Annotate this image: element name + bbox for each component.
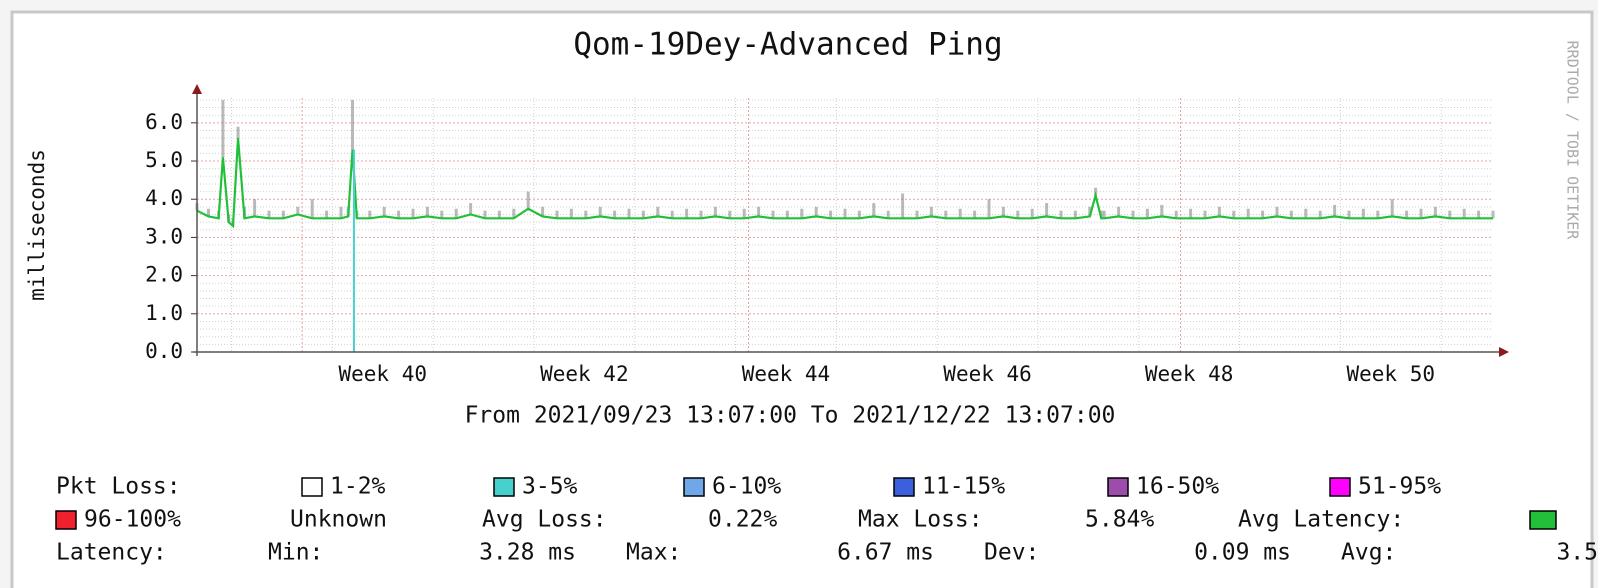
legend-label: Max: <box>626 540 681 566</box>
watermark: RRDTOOL / TOBI OETIKER <box>1564 41 1582 241</box>
legend-value: 3.28 ms <box>479 540 576 566</box>
x-tick-label: Week 42 <box>540 362 629 386</box>
x-tick-label: Week 44 <box>742 362 831 386</box>
legend-value: 0.22% <box>708 507 777 533</box>
y-tick-label: 6.0 <box>145 110 183 134</box>
legend-swatch <box>683 477 705 497</box>
legend-label: Avg: <box>1341 540 1396 566</box>
legend-label: Unknown <box>290 507 387 533</box>
y-tick-label: 5.0 <box>145 148 183 172</box>
legend-swatch <box>1529 510 1557 530</box>
legend-label: Max Loss: <box>858 507 983 533</box>
y-tick-label: 0.0 <box>145 339 183 363</box>
legend-label: 51-95% <box>1358 474 1441 500</box>
legend-label: Avg Latency: <box>1238 507 1404 533</box>
plot-area: 0.0 1.0 2.0 3.0 4.0 5.0 6.0 Week 40 Week 42 Week … <box>145 84 1509 386</box>
x-tick-label: Week 48 <box>1145 362 1234 386</box>
legend-value: 0.09 ms <box>1194 540 1291 566</box>
legend-value: 6.67 ms <box>837 540 934 566</box>
axis-arrow <box>1499 347 1509 357</box>
legend-label: Min: <box>268 540 323 566</box>
legend-swatch <box>893 477 915 497</box>
y-tick-label: 4.0 <box>145 186 183 210</box>
legend-label: 6-10% <box>712 474 781 500</box>
legend-label: 11-15% <box>922 474 1005 500</box>
legend-label: Avg Loss: <box>482 507 607 533</box>
legend-label: Dev: <box>984 540 1039 566</box>
legend: Pkt Loss: Latency: Min: 3.28 ms Max: 6.6… <box>55 474 1598 566</box>
legend-value: 3.5 <box>1556 540 1598 566</box>
y-tick-label: 2.0 <box>145 263 183 287</box>
legend-label: 1-2% <box>330 474 386 500</box>
y-axis-label: milliseconds <box>25 149 49 301</box>
legend-label: 96-100% <box>84 507 181 533</box>
legend-label: 3-5% <box>522 474 578 500</box>
legend-label: Pkt Loss: <box>56 474 181 500</box>
y-tick-label: 3.0 <box>145 224 183 248</box>
legend-swatch <box>493 477 515 497</box>
y-tick-label: 1.0 <box>145 301 183 325</box>
x-tick-label: Week 46 <box>943 362 1032 386</box>
legend-swatch <box>1107 477 1129 497</box>
axis-arrow <box>192 84 202 94</box>
legend-swatch <box>301 477 323 497</box>
x-caption: From 2021/09/23 13:07:00 To 2021/12/22 1… <box>465 403 1116 429</box>
legend-label: Latency: <box>56 540 167 566</box>
legend-swatch <box>1329 477 1351 497</box>
x-tick-label: Week 50 <box>1347 362 1436 386</box>
legend-swatch <box>55 510 77 530</box>
legend-label: 16-50% <box>1136 474 1219 500</box>
graph-frame <box>10 10 1594 588</box>
legend-value: 5.84% <box>1085 507 1154 533</box>
chart-title: Qom-19Dey-Advanced Ping <box>573 27 1002 63</box>
x-tick-label: Week 40 <box>339 362 428 386</box>
